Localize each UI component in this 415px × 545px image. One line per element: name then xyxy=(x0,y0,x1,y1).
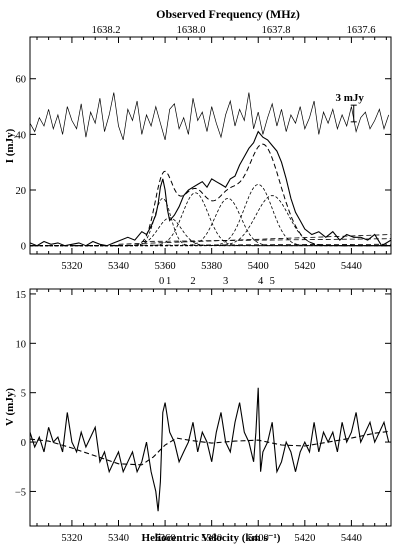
top-x-tick-label: 5340 xyxy=(108,261,129,272)
total-fit-line xyxy=(30,143,391,247)
bottom-x-tick-label: 5400 xyxy=(248,533,269,544)
bottom-y-tick-label: 15 xyxy=(16,290,27,301)
top-axis-label: Observed Frequency (MHz) xyxy=(156,7,300,21)
top-axis-tick-label: 1637.8 xyxy=(262,25,291,36)
top-series xyxy=(29,92,392,247)
top-x-tick-label: 5360 xyxy=(155,261,176,272)
bottom-y-tick-label: −5 xyxy=(15,487,26,498)
bottom-x-tick-label: 5440 xyxy=(341,533,362,544)
bottom-x-axis-label: Heliocentric Velocity (km s⁻¹) xyxy=(142,532,281,544)
baseline-2 xyxy=(141,238,392,242)
bottom-y-tick-label: 5 xyxy=(21,389,26,400)
top-y-tick-label: 0 xyxy=(21,242,26,253)
component-marker-label: 3 xyxy=(223,276,228,287)
top-y-tick-label: 60 xyxy=(16,75,27,86)
component-marker-label: 5 xyxy=(270,276,275,287)
bottom-x-tick-label: 5320 xyxy=(61,533,82,544)
top-x-tick-label: 5400 xyxy=(248,261,269,272)
gaussian-component-5 xyxy=(30,195,391,247)
component-marker-label: 0 xyxy=(159,276,164,287)
top-axis-tick-label: 1638.0 xyxy=(177,25,206,36)
bottom-y-tick-label: 0 xyxy=(21,438,26,449)
top-axis-tick-label: 1638.2 xyxy=(92,25,121,36)
bottom-axes: 5320 5340 5360 5380 5400 5420 5440 −5 0 5 10 15 xyxy=(15,289,391,544)
bottom-plot-frame xyxy=(29,288,392,527)
bottom-panel: 5320 5340 5360 5380 5400 5420 5440 −5 0 5 10 15 V (… xyxy=(4,288,392,544)
top-plot-frame xyxy=(29,36,392,255)
gaussian-component-2 xyxy=(30,192,391,247)
top-x-tick-label: 5420 xyxy=(294,261,315,272)
component-marker-label: 4 xyxy=(258,276,264,287)
top-y-axis-label: I (mJy) xyxy=(4,128,16,163)
top-series-0-line xyxy=(29,130,392,247)
top-axis-ticks: 1638.2 1638.0 1637.8 1637.6 xyxy=(92,25,376,36)
bottom-x-tick-label: 5340 xyxy=(108,533,129,544)
component-marker-label: 2 xyxy=(190,276,195,287)
bottom-x-tick-label: 5380 xyxy=(201,533,222,544)
bottom-series-1-line xyxy=(29,430,392,466)
gaussian-component-0 xyxy=(30,197,391,247)
baseline-1 xyxy=(118,234,392,245)
gaussian-component-3 xyxy=(30,197,391,247)
top-y-tick-label: 20 xyxy=(16,186,27,197)
scale-bar-annotation: 3 mJy xyxy=(336,92,365,123)
top-x-tick-label: 5320 xyxy=(61,261,82,272)
top-axes: 0 20 40 60 xyxy=(16,37,391,254)
top-y-tick-label: 40 xyxy=(16,130,27,141)
top-series-1-line xyxy=(29,92,390,141)
top-axis-tick-label: 1637.6 xyxy=(347,25,376,36)
bottom-x-tick-label: 5360 xyxy=(155,533,176,544)
top-x-tick-label: 5380 xyxy=(201,261,222,272)
bottom-y-axis-label: V (mJy) xyxy=(4,388,16,426)
bottom-y-tick-label: 10 xyxy=(16,339,27,350)
bottom-series xyxy=(29,387,392,512)
gaussian-component-1 xyxy=(30,217,391,247)
bottom-x-tick-label: 5420 xyxy=(294,533,315,544)
bottom-series-0-line xyxy=(29,387,390,512)
top-x-tick-label: 5440 xyxy=(341,261,362,272)
component-markers: 5320 5340 5360 5380 5400 5420 5440 0 1 2 3 4 5 xyxy=(61,261,361,287)
top-panel: Observed Frequency (MHz) 1638.2 1638.0 163… xyxy=(4,7,392,287)
scale-bar-label: 3 mJy xyxy=(336,92,365,104)
component-marker-label: 1 xyxy=(166,276,171,287)
